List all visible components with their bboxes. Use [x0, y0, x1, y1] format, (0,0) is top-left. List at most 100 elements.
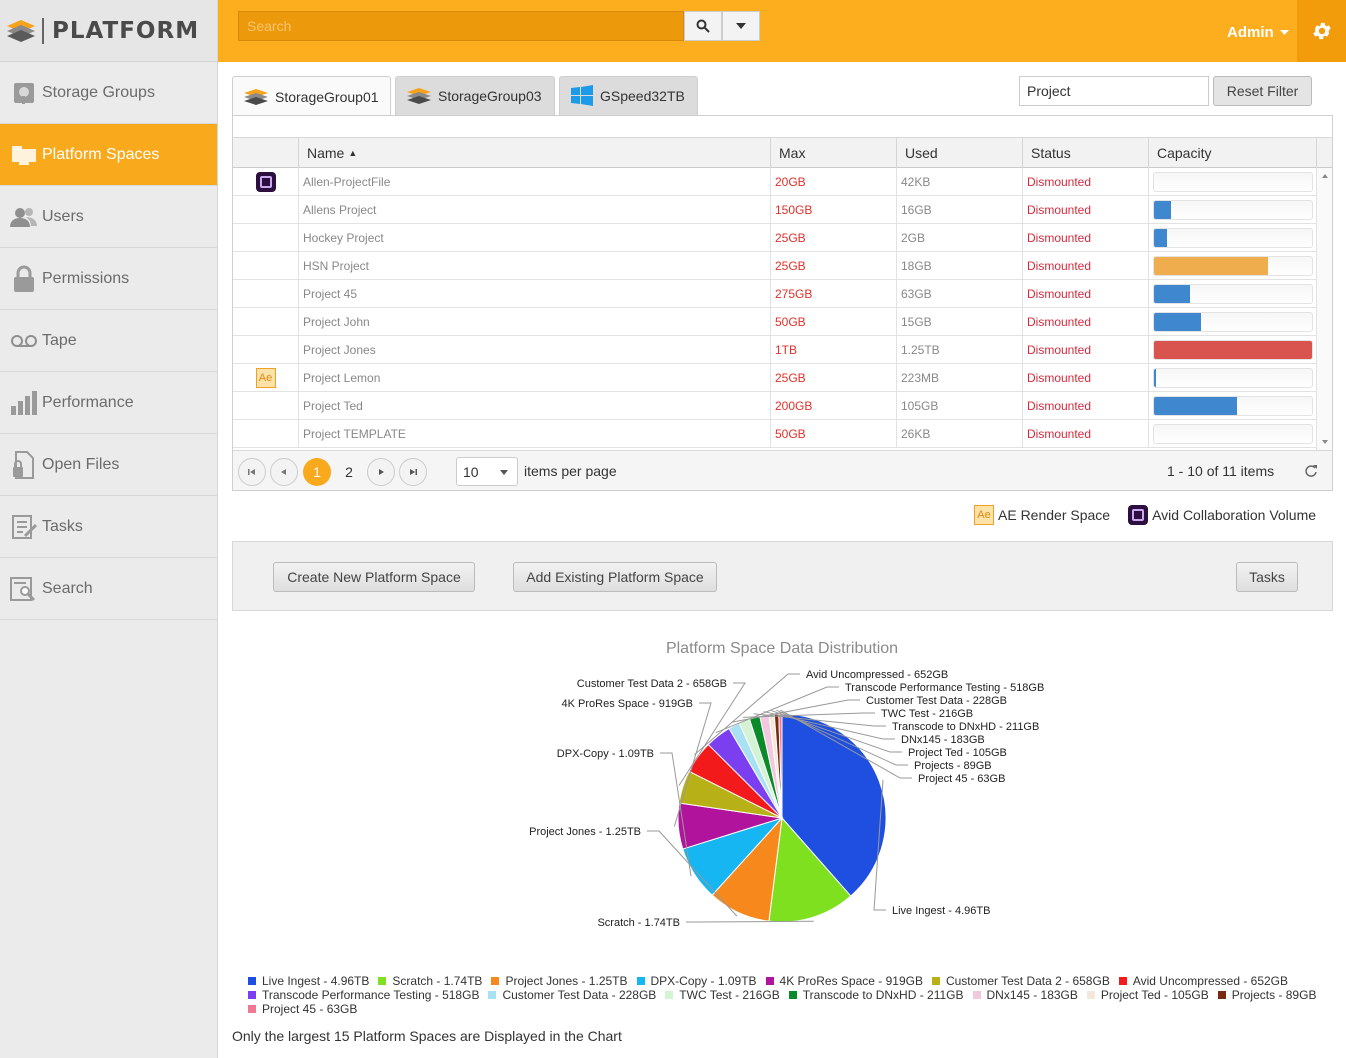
header-used[interactable]: Used [896, 138, 1022, 168]
tab-gspeed32tb[interactable]: GSpeed32TB [559, 76, 698, 115]
page-1-button[interactable]: 1 [303, 458, 331, 486]
legend-item[interactable]: Project 45 - 63GB [248, 1002, 357, 1016]
admin-menu[interactable]: Admin [1227, 24, 1290, 41]
sidebar-item-tape[interactable]: Tape [0, 310, 217, 372]
legend-item[interactable]: Customer Test Data - 228GB [488, 988, 656, 1002]
cell-used: 26KB [896, 420, 1022, 448]
pie-chart: Live Ingest - 4.96TB Scratch - 1.74TB Proj… [529, 669, 1044, 929]
sidebar-item-tasks[interactable]: Tasks [0, 496, 217, 558]
first-page-button[interactable] [238, 458, 266, 486]
sidebar-item-search[interactable]: Search [0, 558, 217, 620]
scroll-up-icon[interactable] [1317, 170, 1333, 182]
legend-item[interactable]: Project Ted - 105GB [1086, 988, 1209, 1002]
page-2-button[interactable]: 2 [345, 464, 353, 480]
sidebar-item-open-files[interactable]: Open Files [0, 434, 217, 496]
caret-down-icon [736, 23, 746, 29]
tab-storagegroup01[interactable]: StorageGroup01 [232, 76, 391, 116]
pie-slice[interactable] [781, 713, 887, 897]
cell-capacity [1148, 168, 1316, 196]
table-row[interactable]: HSN Project 25GB 18GB Dismounted [233, 252, 1316, 280]
storage-group-icon [407, 88, 431, 104]
legend-swatch [491, 977, 500, 985]
tab-storagegroup03[interactable]: StorageGroup03 [395, 76, 555, 115]
table-row[interactable]: Project TEMPLATE 50GB 26KB Dismounted [233, 420, 1316, 448]
cell-status: Dismounted [1022, 168, 1148, 196]
search-input[interactable] [238, 11, 684, 41]
sidebar-item-label: Tasks [42, 517, 83, 535]
table-row[interactable]: Ae Project Lemon 25GB 223MB Dismounted [233, 364, 1316, 392]
sidebar-item-permissions[interactable]: Permissions [0, 248, 217, 310]
header-capacity-label: Capacity [1157, 145, 1212, 161]
cell-used: 223MB [896, 364, 1022, 392]
first-page-icon [248, 469, 255, 475]
sidebar-item-label: Users [42, 207, 84, 225]
sidebar-item-label: Search [42, 579, 93, 597]
scroll-down-icon[interactable] [1317, 436, 1333, 448]
sidebar-item-users[interactable]: Users [0, 186, 217, 248]
prev-page-button[interactable] [270, 458, 298, 486]
cell-status: Dismounted [1022, 280, 1148, 308]
table-row[interactable]: Project John 50GB 15GB Dismounted [233, 308, 1316, 336]
legend-item[interactable]: Scratch - 1.74TB [378, 974, 482, 988]
tasks-button[interactable]: Tasks [1236, 562, 1298, 592]
label-leader-line [673, 702, 712, 827]
legend-item[interactable]: Transcode to DNxHD - 211GB [788, 988, 964, 1002]
legend-item[interactable]: DPX-Copy - 1.09TB [636, 974, 757, 988]
legend-item[interactable]: Avid Uncompressed - 652GB [1118, 974, 1288, 988]
cell-status: Dismounted [1022, 252, 1148, 280]
slice-label: DPX-Copy - 1.09TB [557, 748, 654, 760]
header-name-label: Name [307, 145, 345, 161]
add-existing-platform-space-button[interactable]: Add Existing Platform Space [513, 562, 717, 592]
legend-item[interactable]: Live Ingest - 4.96TB [248, 974, 369, 988]
chart-note: Only the largest 15 Platform Spaces are … [232, 1028, 622, 1044]
legend-item[interactable]: Transcode Performance Testing - 518GB [248, 988, 479, 1002]
header-max[interactable]: Max [770, 138, 896, 168]
last-page-button[interactable] [399, 458, 427, 486]
grid-scrollbar[interactable] [1316, 168, 1332, 450]
header-status[interactable]: Status [1022, 138, 1148, 168]
search-button[interactable] [684, 11, 722, 41]
sidebar-item-storage-groups[interactable]: Storage Groups [0, 62, 217, 124]
header-name[interactable]: Name ▲ [298, 138, 770, 168]
row-type-cell [233, 280, 298, 308]
sidebar-item-platform-spaces[interactable]: Platform Spaces [0, 124, 217, 186]
cell-capacity [1148, 280, 1316, 308]
caret-down-icon [1279, 29, 1289, 35]
cell-name: Project TEMPLATE [298, 420, 770, 448]
refresh-icon[interactable] [1304, 464, 1318, 478]
table-row[interactable]: Allens Project 150GB 16GB Dismounted [233, 196, 1316, 224]
per-page-select[interactable]: 10 [456, 457, 518, 486]
capacity-fill [1154, 313, 1202, 331]
filter-input[interactable] [1019, 76, 1209, 106]
table-row[interactable]: Project Jones 1TB 1.25TB Dismounted [233, 336, 1316, 364]
create-platform-space-button[interactable]: Create New Platform Space [273, 562, 475, 592]
search-options-button[interactable] [722, 11, 760, 41]
legend-swatch [788, 991, 797, 999]
table-row[interactable]: Project Ted 200GB 105GB Dismounted [233, 392, 1316, 420]
table-row[interactable]: Allen-ProjectFile 20GB 42KB Dismounted [233, 168, 1316, 196]
legend-item[interactable]: 4K ProRes Space - 919GB [765, 974, 923, 988]
cell-max: 50GB [770, 308, 896, 336]
legend-item[interactable]: DNx145 - 183GB [972, 988, 1078, 1002]
windows-icon [571, 85, 593, 106]
legend-item[interactable]: Customer Test Data 2 - 658GB [931, 974, 1110, 988]
capacity-fill [1154, 369, 1156, 387]
legend-item[interactable]: Project Jones - 1.25TB [491, 974, 628, 988]
settings-button[interactable] [1297, 0, 1346, 62]
table-row[interactable]: Hockey Project 25GB 2GB Dismounted [233, 224, 1316, 252]
table-row[interactable]: Project 45 275GB 63GB Dismounted [233, 280, 1316, 308]
legend-swatch [765, 977, 774, 985]
folder-icon [10, 141, 38, 169]
sort-asc-icon: ▲ [348, 148, 358, 158]
sidebar-item-performance[interactable]: Performance [0, 372, 217, 434]
capacity-fill [1154, 397, 1237, 415]
legend-swatch [636, 977, 645, 985]
cell-used: 42KB [896, 168, 1022, 196]
legend-item[interactable]: TWC Test - 216GB [665, 988, 780, 1002]
slice-label: Project Ted - 105GB [908, 747, 1007, 759]
legend-item[interactable]: Projects - 89GB [1217, 988, 1316, 1002]
next-page-button[interactable] [367, 458, 395, 486]
reset-filter-button[interactable]: Reset Filter [1213, 76, 1312, 106]
header-capacity[interactable]: Capacity [1148, 138, 1316, 168]
legend-label: Customer Test Data 2 - 658GB [945, 974, 1110, 988]
